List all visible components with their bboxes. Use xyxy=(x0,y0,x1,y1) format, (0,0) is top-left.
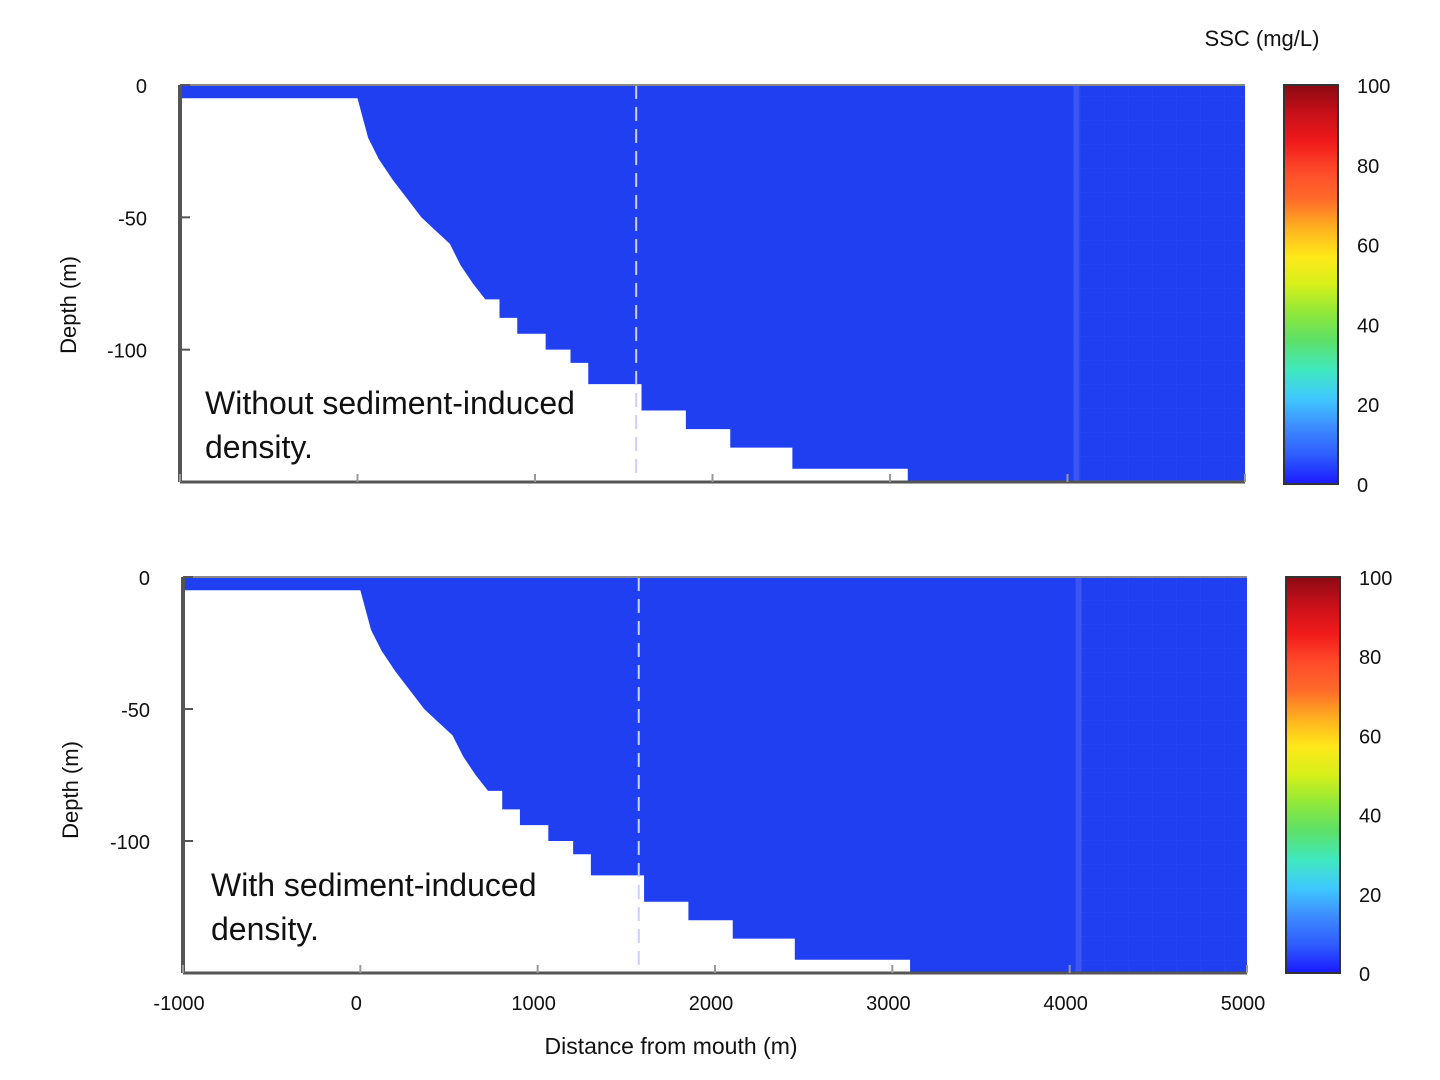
x-axis: -1000 0 1000 2000 3000 4000 5000 xyxy=(153,993,1265,1015)
y-tick-label: -100 xyxy=(107,341,147,363)
colorbar-tick-label: 40 xyxy=(1359,806,1381,828)
colorbar-top: 0 20 40 60 80 100 xyxy=(1283,76,1390,497)
annotation-bottom: With sediment-induced density. xyxy=(211,867,536,947)
x-tick-label: 5000 xyxy=(1221,993,1266,1015)
colorbar-tick-label: 60 xyxy=(1359,726,1381,748)
ylabel-top: Depth (m) xyxy=(56,256,81,354)
panel-with-sediment: Depth (m) With sediment-induced density. … xyxy=(58,568,1392,986)
colorbar-tick-label: 20 xyxy=(1359,885,1381,907)
y-tick-label: 0 xyxy=(139,568,150,590)
colorbar-tick-label: 80 xyxy=(1359,647,1381,669)
colorbar-gradient xyxy=(1283,84,1339,485)
colorbar-tick-label: 20 xyxy=(1357,395,1379,417)
ylabel-bottom: Depth (m) xyxy=(58,741,83,839)
colorbar-tick-label: 80 xyxy=(1357,156,1379,178)
x-tick-label: -1000 xyxy=(153,993,204,1015)
x-tick-label: 1000 xyxy=(511,993,556,1015)
annotation-top: Without sediment-induced density. xyxy=(205,385,575,465)
xlabel: Distance from mouth (m) xyxy=(544,1033,797,1059)
x-tick-label: 3000 xyxy=(866,993,911,1015)
colorbar-bottom: 0 20 40 60 80 100 xyxy=(1285,568,1392,986)
x-tick-label: 4000 xyxy=(1043,993,1088,1015)
heatmap-plot-top xyxy=(178,84,1246,484)
colorbar-tick-label: 60 xyxy=(1357,236,1379,258)
colorbar-tick-label: 0 xyxy=(1357,475,1368,497)
heatmap-plot-bottom xyxy=(181,576,1248,975)
colorbar-tick-label: 100 xyxy=(1357,76,1390,98)
colorbar-tick-label: 100 xyxy=(1359,568,1392,590)
colorbar-tick-label: 0 xyxy=(1359,964,1370,986)
colorbar-tick-label: 40 xyxy=(1357,315,1379,337)
y-tick-label: -100 xyxy=(110,832,150,854)
y-tick-label: -50 xyxy=(121,700,150,722)
colorbar-title: SSC (mg/L) xyxy=(1205,26,1320,51)
panel-without-sediment: Depth (m) Without sediment-induced densit… xyxy=(56,76,1390,497)
ssc-field-texture xyxy=(1078,577,1247,973)
x-tick-label: 0 xyxy=(351,993,362,1015)
seabed xyxy=(183,590,1247,973)
x-tick-label: 2000 xyxy=(689,993,734,1015)
seabed xyxy=(180,98,1245,482)
y-tick-label: -50 xyxy=(118,208,147,230)
ssc-field-texture xyxy=(1076,85,1245,482)
colorbar-gradient xyxy=(1285,576,1341,974)
y-tick-label: 0 xyxy=(136,76,147,98)
